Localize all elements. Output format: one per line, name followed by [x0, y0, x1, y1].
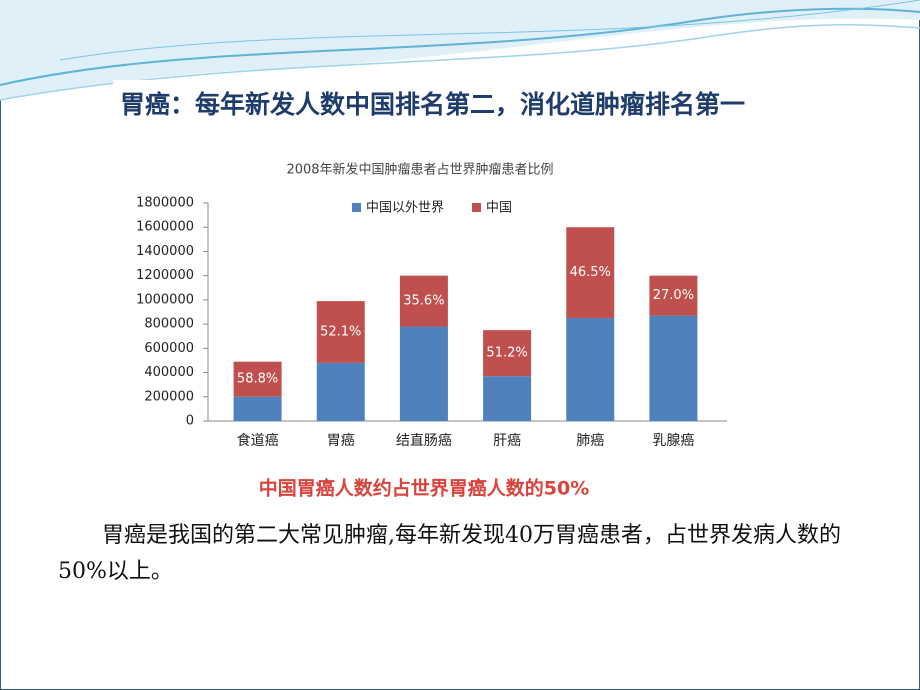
y-tick-label: 600000 [144, 341, 194, 356]
body-text: 胃癌是我国的第二大常见肿瘤,每年新发现40万胃癌患者，占世界发病人数的50%以上… [58, 523, 841, 584]
bar-segment [399, 275, 448, 327]
y-tick-label: 1600000 [136, 220, 194, 235]
percent-label: 35.6% [403, 294, 444, 309]
bar-segment [649, 315, 698, 421]
bar-segment [233, 361, 282, 397]
bar-segment [233, 396, 282, 421]
x-tick-label: 乳腺癌 [652, 433, 694, 449]
chart-title: 胃癌：每年新发人数中国排名第二，消化道肿瘤排名第一 [120, 90, 746, 119]
y-tick-label: 1000000 [136, 292, 194, 307]
annotation: 中国胃癌人数约占世界胃癌人数的50% [259, 477, 589, 500]
y-tick-label: 0 [186, 414, 194, 429]
x-tick-label: 肝癌 [493, 433, 521, 449]
bar-segment [649, 275, 698, 316]
percent-label: 46.5% [570, 265, 611, 280]
bar-segment [566, 227, 615, 319]
x-tick-label: 肺癌 [576, 433, 604, 449]
percent-label: 51.2% [486, 346, 527, 361]
y-tick-label: 1800000 [136, 196, 194, 211]
bar-segment [566, 318, 615, 421]
percent-label: 27.0% [653, 288, 694, 303]
legend-label: 中国以外世界 [366, 201, 444, 216]
legend-swatch [472, 203, 482, 212]
y-tick-label: 1200000 [136, 268, 194, 283]
y-tick-label: 800000 [144, 317, 194, 332]
percent-label: 52.1% [320, 324, 361, 339]
x-tick-label: 结直肠癌 [396, 432, 452, 449]
y-tick-label: 200000 [144, 389, 194, 404]
legend-label: 中国 [486, 201, 512, 216]
bar-segment [483, 376, 532, 421]
x-tick-label: 食道癌 [237, 432, 279, 449]
header-decoration [0, 0, 920, 101]
bar-segment [399, 326, 448, 421]
bar-segment [483, 330, 532, 377]
y-tick-label: 1400000 [136, 244, 194, 259]
chart-subtitle: 2008年新发中国肿瘤患者占世界肿瘤患者比例 [286, 162, 553, 178]
bar-segment [316, 362, 365, 421]
legend-swatch [352, 203, 361, 212]
y-tick-label: 400000 [144, 365, 194, 380]
bar-segment [316, 301, 365, 363]
x-tick-label: 胃癌 [327, 433, 355, 449]
percent-label: 58.8% [237, 372, 278, 387]
